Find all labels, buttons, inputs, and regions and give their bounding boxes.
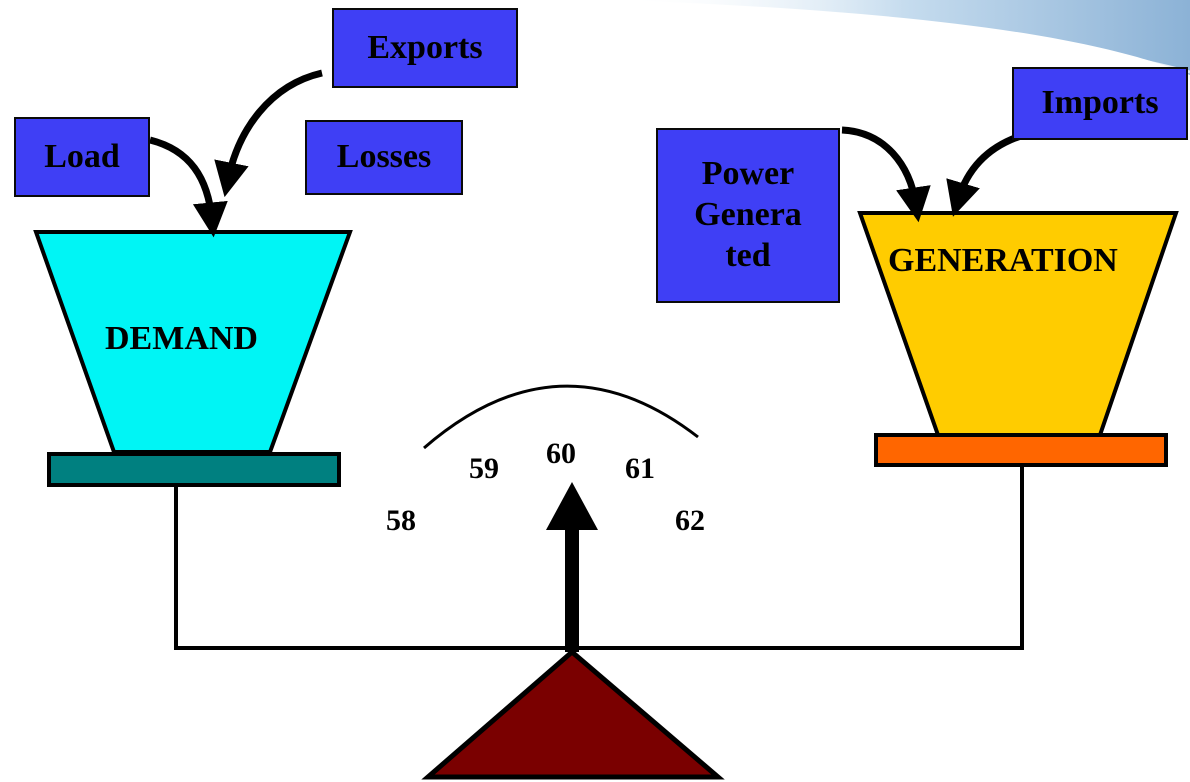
background-swoosh bbox=[620, 0, 1190, 75]
generation-bin-label: GENERATION bbox=[888, 242, 1118, 279]
generation-plate bbox=[874, 433, 1168, 467]
gauge-tick-60: 60 bbox=[546, 437, 576, 470]
fulcrum bbox=[421, 648, 725, 780]
power-generated-arrow bbox=[841, 126, 931, 223]
gauge-tick-58: 58 bbox=[386, 504, 416, 537]
gauge-tick-59: 59 bbox=[469, 452, 499, 485]
exports-label: Exports bbox=[332, 8, 518, 88]
background-swoosh-line bbox=[679, 6, 1190, 74]
gauge-tick-62: 62 bbox=[675, 504, 705, 537]
power-generated-line-3: ted bbox=[725, 236, 771, 274]
exports-arrow bbox=[214, 69, 323, 198]
demand-plate bbox=[47, 452, 341, 487]
pointer-arrowhead bbox=[546, 482, 598, 530]
gauge-arc bbox=[423, 384, 699, 450]
power-generated-line-1: Power bbox=[701, 155, 795, 193]
imports-label: Imports bbox=[1012, 67, 1188, 140]
balance-beam bbox=[174, 467, 1024, 650]
gauge-tick-61: 61 bbox=[625, 452, 655, 485]
power-generated-label: Power Genera ted bbox=[656, 128, 840, 303]
demand-bin-label: DEMAND bbox=[105, 320, 258, 357]
losses-label: Losses bbox=[305, 120, 463, 195]
load-arrow bbox=[149, 136, 228, 238]
load-label: Load bbox=[14, 117, 150, 197]
pointer-shaft bbox=[565, 520, 579, 652]
power-generated-line-2: Genera bbox=[694, 196, 802, 234]
imports-arrow bbox=[946, 126, 1047, 217]
